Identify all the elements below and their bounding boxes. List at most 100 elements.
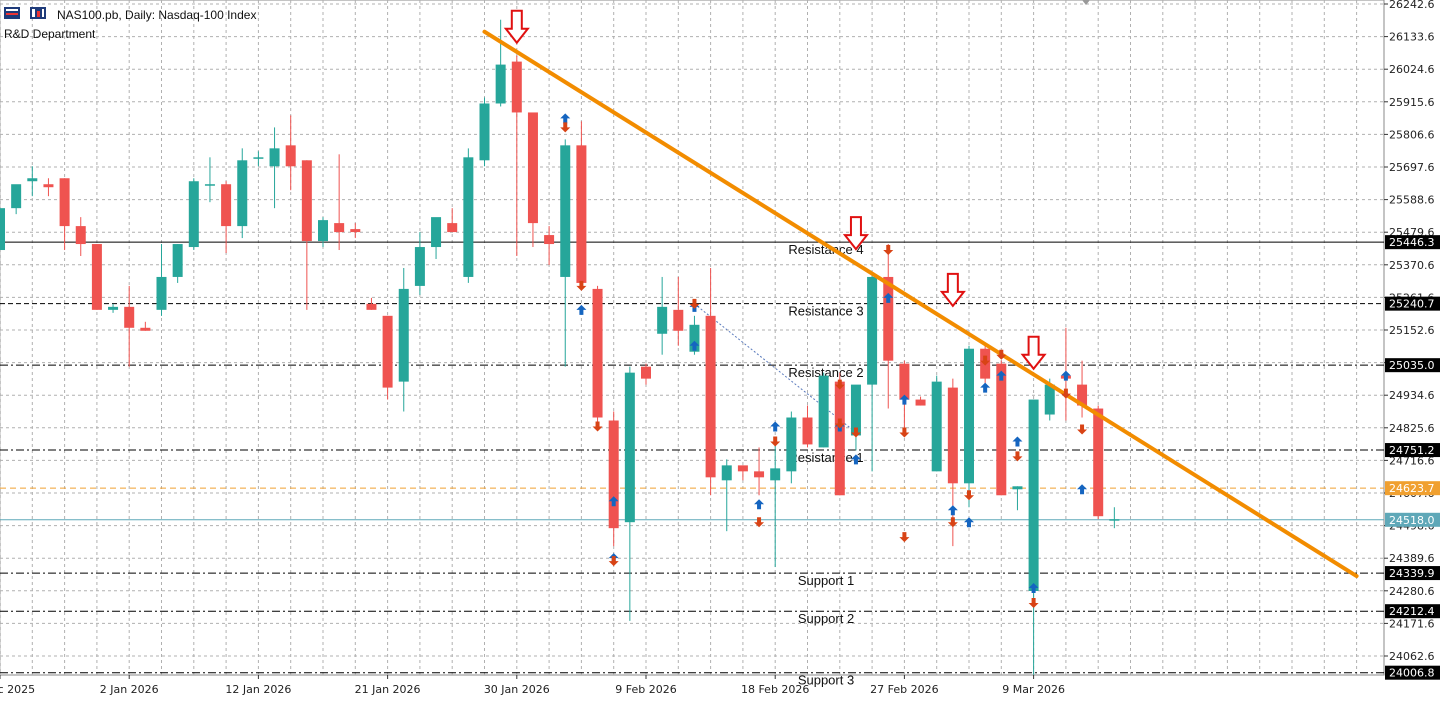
candle — [576, 121, 587, 286]
candle-body — [0, 208, 5, 251]
price-tick-label: 25697.6 — [1389, 161, 1435, 174]
price-tick-label: 24716.6 — [1389, 454, 1435, 467]
candle-body — [75, 226, 86, 245]
red-down-arrow-icon — [939, 272, 966, 308]
level-label: Resistance 4 — [788, 242, 863, 257]
date-tick-label: 9 Mar 2026 — [1002, 683, 1065, 696]
candle — [996, 360, 1007, 496]
candle-body — [527, 112, 538, 224]
candle — [237, 148, 248, 239]
candle — [721, 459, 732, 532]
candle — [431, 217, 442, 259]
candle — [657, 276, 668, 355]
level-price-box — [1385, 566, 1440, 581]
candle-body — [786, 417, 797, 472]
sell-signal-arrow-icon — [1077, 424, 1088, 435]
scroll-marker-icon[interactable] — [1082, 0, 1090, 5]
level-price-text: 25446.3 — [1389, 236, 1435, 249]
candle — [544, 226, 555, 265]
candle-body — [221, 184, 232, 227]
candle — [285, 115, 296, 191]
candle — [269, 127, 280, 209]
price-tick-label: 26242.6 — [1389, 0, 1435, 11]
candle — [447, 208, 458, 233]
sell-signal-arrow-icon — [1028, 597, 1039, 608]
candle-body — [592, 288, 603, 418]
candle-body — [237, 160, 248, 227]
price-tick-label: 24934.6 — [1389, 389, 1435, 402]
candle-body — [899, 363, 910, 400]
candle — [624, 366, 635, 621]
candle-body — [124, 306, 135, 328]
candle-body — [818, 375, 829, 448]
candle — [1109, 507, 1120, 529]
price-tick-label: 24062.6 — [1389, 650, 1435, 663]
buy-signal-arrow-icon — [770, 421, 781, 432]
candle-body — [883, 276, 894, 361]
sell-signal-arrow-icon — [689, 298, 700, 309]
level-label: Support 2 — [798, 611, 854, 626]
candle — [124, 285, 135, 367]
candle-body — [285, 145, 296, 167]
price-tick-label: 24825.6 — [1389, 422, 1435, 435]
date-tick-label: 2 Jan 2026 — [100, 683, 159, 696]
price-tick-label: 25152.6 — [1389, 324, 1435, 337]
sell-signal-arrow-icon — [834, 418, 845, 429]
candle-body — [350, 229, 361, 233]
candle — [1077, 360, 1088, 418]
candle — [366, 297, 377, 310]
candle-body — [915, 399, 926, 406]
candle-body — [964, 348, 974, 484]
date-tick-label: 18 Feb 2026 — [741, 683, 809, 696]
candle-body — [931, 381, 942, 472]
candle-body — [705, 315, 716, 478]
candle — [786, 411, 797, 484]
date-tick-label: 21 Jan 2026 — [355, 683, 421, 696]
candle-body — [1093, 408, 1104, 517]
price-tick-label: 26024.6 — [1389, 63, 1435, 76]
sell-signal-arrow-icon — [560, 122, 571, 133]
candle — [931, 375, 942, 472]
candle-body — [608, 420, 619, 529]
descending-trendline[interactable] — [482, 29, 1359, 579]
sell-signal-arrow-icon — [964, 490, 974, 501]
buy-signal-arrow-icon — [754, 499, 765, 510]
sell-signal-arrow-icon — [850, 427, 861, 438]
candle — [0, 208, 5, 251]
candle — [253, 151, 264, 167]
candle-body — [641, 366, 651, 379]
candle — [108, 303, 119, 313]
level-price-text: 25240.7 — [1389, 298, 1435, 311]
candle-body — [1109, 519, 1120, 521]
date-tick-label: 23 Dec 2025 — [0, 683, 35, 696]
level-price-box — [1385, 358, 1440, 373]
sell-signal-arrow-icon — [996, 349, 1007, 360]
symbol-title: NAS100.pb, Daily: Nasdaq-100 Index — [57, 8, 257, 22]
candle-body — [43, 184, 54, 188]
sell-signal-arrow-icon — [980, 355, 991, 366]
candle — [11, 184, 22, 215]
candle — [1012, 486, 1023, 511]
sell-signal-arrow-icon — [770, 436, 781, 447]
price-tick-label: 24171.6 — [1389, 617, 1435, 630]
candle-body — [431, 217, 442, 248]
sell-signal-arrow-icon — [754, 517, 765, 528]
sell-signal-arrow-icon — [947, 517, 958, 528]
red-down-arrow-icon — [842, 216, 870, 251]
candle — [140, 321, 151, 331]
candle-body — [366, 303, 377, 310]
red-down-arrow-icon — [1020, 335, 1047, 371]
candle-body — [156, 276, 167, 310]
pattern-line[interactable] — [694, 303, 857, 433]
price-tick-label: 24280.6 — [1389, 585, 1435, 598]
current-price-text: 24518.0 — [1389, 514, 1435, 527]
header-icons — [4, 6, 52, 23]
current-price-box — [1385, 512, 1440, 527]
candle-body — [301, 160, 312, 242]
buy-signal-arrow-icon — [980, 382, 991, 393]
candle-body — [721, 465, 732, 481]
sell-signal-arrow-icon — [1012, 451, 1023, 462]
candle — [511, 55, 522, 257]
